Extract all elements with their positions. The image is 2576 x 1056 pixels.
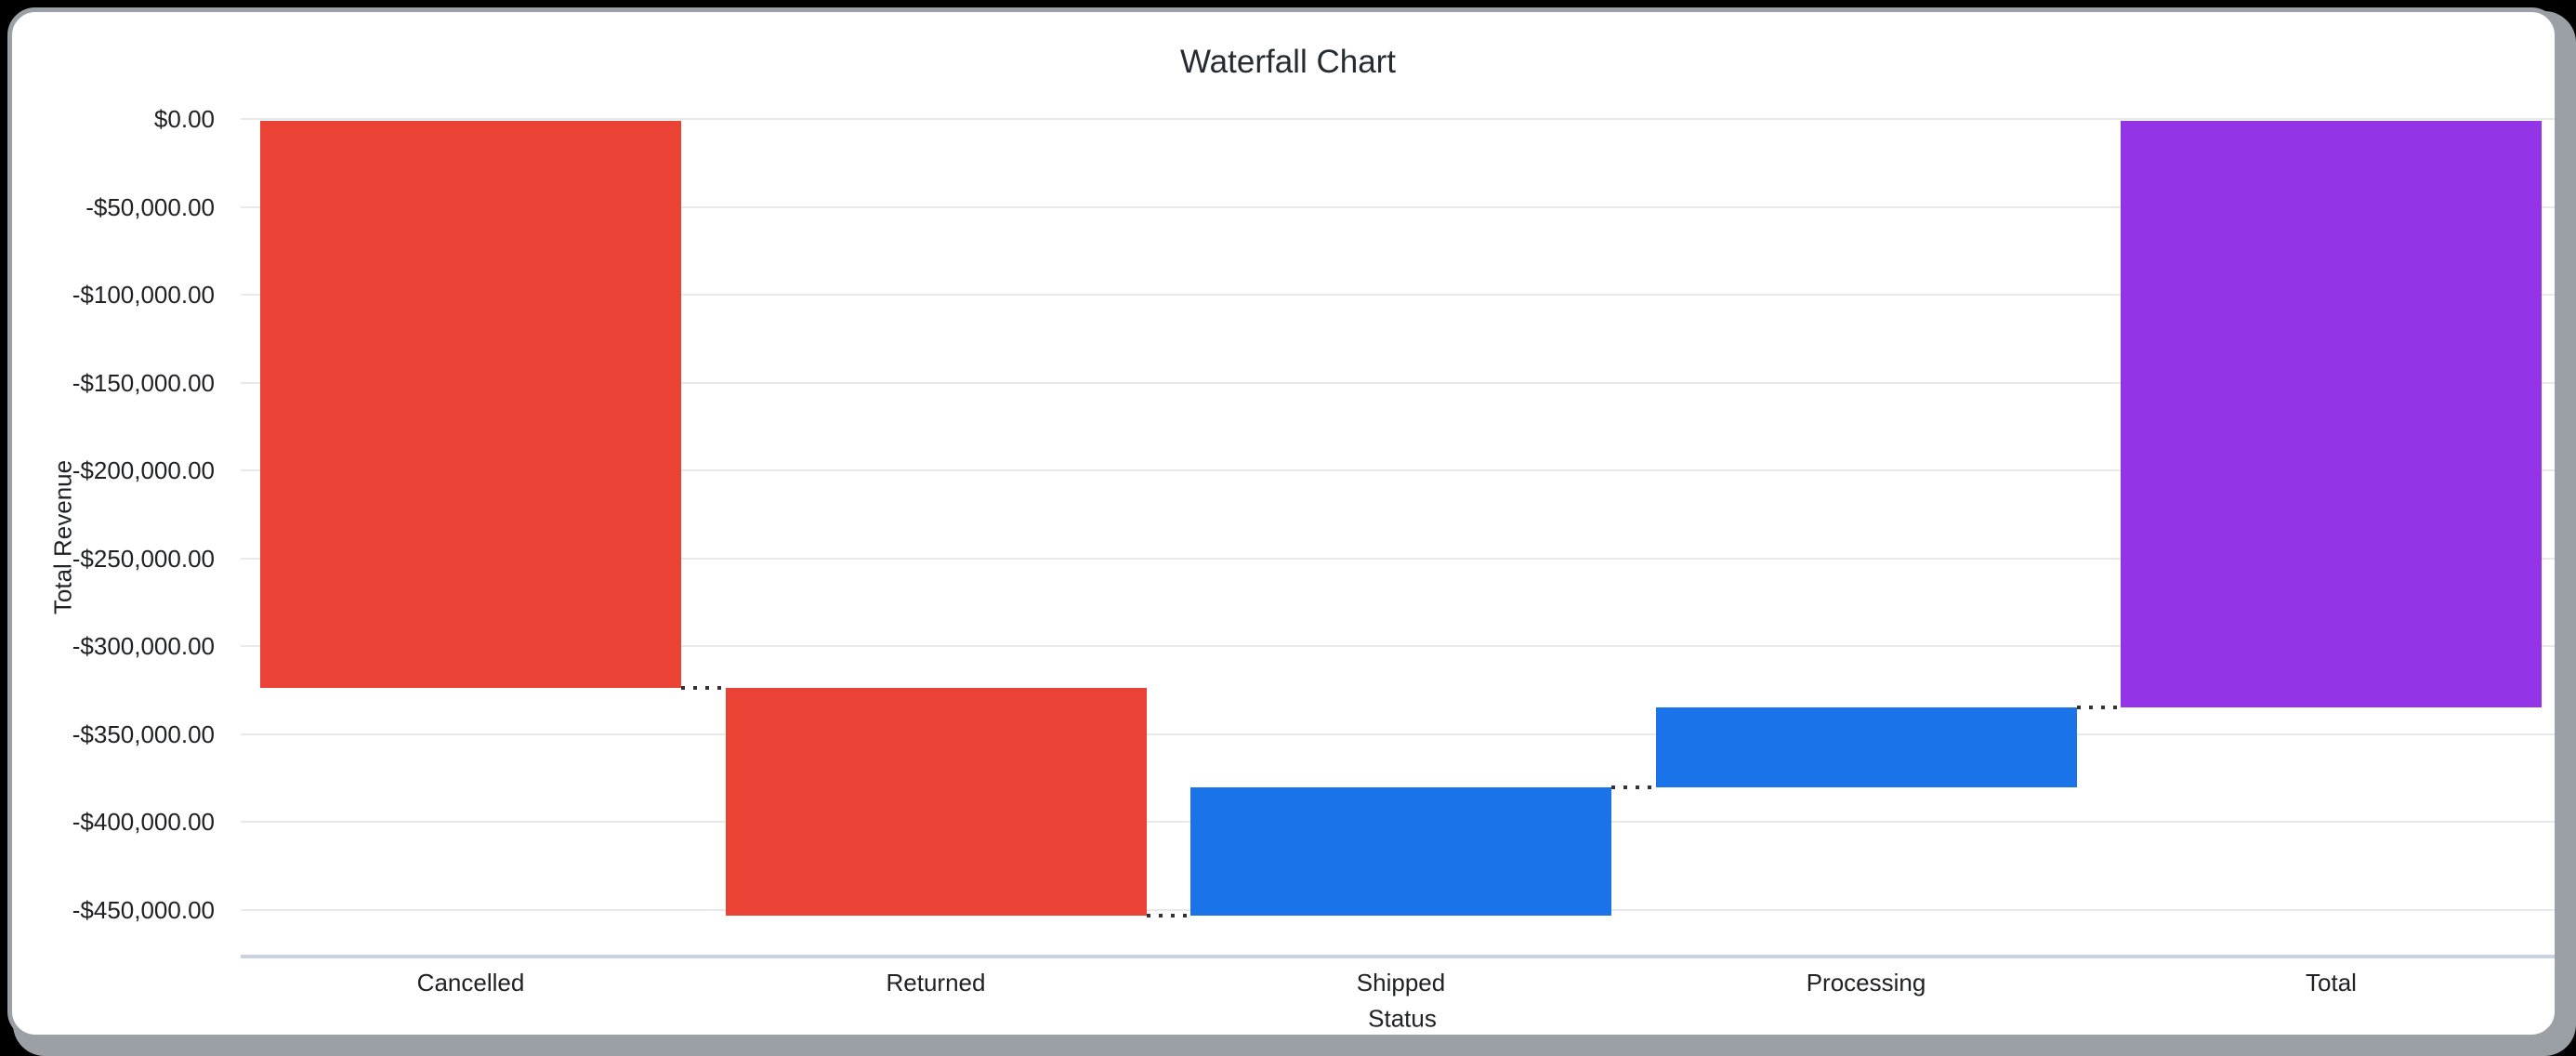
gridline [241, 118, 2555, 120]
x-tick-label: Shipped [1356, 969, 1446, 997]
x-axis-line [241, 955, 2555, 958]
gridline [241, 733, 2555, 735]
y-tick-label: -$100,000.00 [72, 281, 215, 310]
y-tick-label: -$450,000.00 [72, 896, 215, 925]
y-tick-label: -$50,000.00 [85, 192, 215, 221]
x-tick-label: Returned [886, 969, 986, 997]
bar-returned[interactable] [725, 687, 1147, 917]
y-tick-label: -$400,000.00 [72, 808, 215, 837]
gridline [241, 469, 2555, 472]
bar-cancelled[interactable] [260, 121, 681, 688]
gridline [241, 557, 2555, 560]
waterfall-connector [681, 685, 726, 690]
y-tick-label: $0.00 [153, 105, 215, 133]
bar-shipped[interactable] [1190, 787, 1611, 917]
x-tick-label: Processing [1806, 969, 1926, 997]
waterfall-connector [2076, 705, 2121, 709]
y-tick-label: -$300,000.00 [72, 632, 215, 661]
gridline [241, 381, 2555, 384]
chart-card: Waterfall Chart Total Revenue Status $0.… [7, 7, 2559, 1039]
waterfall-connector [1611, 785, 1656, 790]
y-tick-label: -$150,000.00 [72, 368, 215, 397]
y-tick-label: -$250,000.00 [72, 544, 215, 573]
bar-total[interactable] [2121, 121, 2542, 707]
gridline [241, 205, 2555, 208]
x-tick-label: Cancelled [416, 969, 525, 997]
y-tick-label: -$200,000.00 [72, 456, 215, 485]
x-tick-label: Total [2306, 969, 2357, 997]
x-axis-title: Status [1368, 1004, 1437, 1033]
gridline [241, 645, 2555, 648]
bar-processing[interactable] [1655, 706, 2077, 788]
chart-title: Waterfall Chart [1179, 44, 1397, 80]
y-tick-label: -$350,000.00 [72, 719, 215, 748]
gridline [241, 294, 2555, 297]
waterfall-connector [1146, 914, 1190, 918]
